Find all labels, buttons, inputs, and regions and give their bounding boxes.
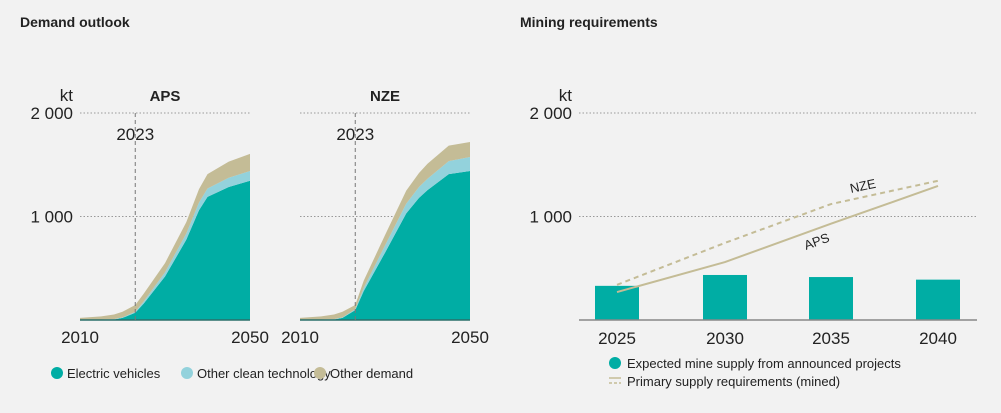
area-other-demand bbox=[80, 153, 250, 320]
x-tick-label: 2040 bbox=[919, 329, 957, 348]
x-tick-label: 2050 bbox=[231, 328, 269, 347]
panel-title-NZE: NZE bbox=[370, 88, 400, 105]
area-other-demand bbox=[300, 141, 470, 320]
legend-swatch bbox=[181, 367, 193, 379]
area-other-clean-technology bbox=[300, 156, 470, 320]
x-tick-label: 2035 bbox=[812, 329, 850, 348]
area-electric-vehicles bbox=[300, 170, 470, 320]
legend-label: Other clean technology bbox=[197, 366, 331, 381]
marker-label: 2023 bbox=[116, 125, 154, 144]
panel-title-APS: APS bbox=[150, 88, 181, 105]
legend-swatch bbox=[314, 367, 326, 379]
legend-swatch bbox=[609, 357, 621, 369]
line-APS bbox=[616, 185, 939, 294]
y-axis-unit: kt bbox=[559, 86, 573, 105]
legend-label: Electric vehicles bbox=[67, 366, 161, 381]
y-tick-label: 1 000 bbox=[529, 208, 572, 227]
y-axis-unit: kt bbox=[60, 86, 74, 105]
x-tick-label: 2030 bbox=[706, 329, 744, 348]
bar-2030 bbox=[703, 274, 747, 320]
legend-label: Other demand bbox=[330, 366, 413, 381]
line-label-NZE: NZE bbox=[849, 176, 878, 196]
chart-title: Demand outlook bbox=[20, 14, 130, 30]
area-electric-vehicles bbox=[80, 180, 250, 320]
legend-swatch bbox=[51, 367, 63, 379]
bar-2040 bbox=[916, 279, 960, 320]
bar-2035 bbox=[809, 277, 853, 320]
y-tick-label: 2 000 bbox=[30, 104, 73, 123]
x-tick-label: 2010 bbox=[281, 328, 319, 347]
y-tick-label: 2 000 bbox=[529, 104, 572, 123]
x-tick-label: 2050 bbox=[451, 328, 489, 347]
marker-label: 2023 bbox=[336, 125, 374, 144]
bar-2025 bbox=[595, 285, 639, 320]
x-tick-label: 2025 bbox=[598, 329, 636, 348]
y-tick-label: 1 000 bbox=[30, 208, 73, 227]
legend-label: Primary supply requirements (mined) bbox=[627, 374, 840, 389]
line-NZE bbox=[616, 179, 939, 286]
chart-title: Mining requirements bbox=[520, 14, 658, 30]
legend-label: Expected mine supply from announced proj… bbox=[627, 356, 901, 371]
x-tick-label: 2010 bbox=[61, 328, 99, 347]
